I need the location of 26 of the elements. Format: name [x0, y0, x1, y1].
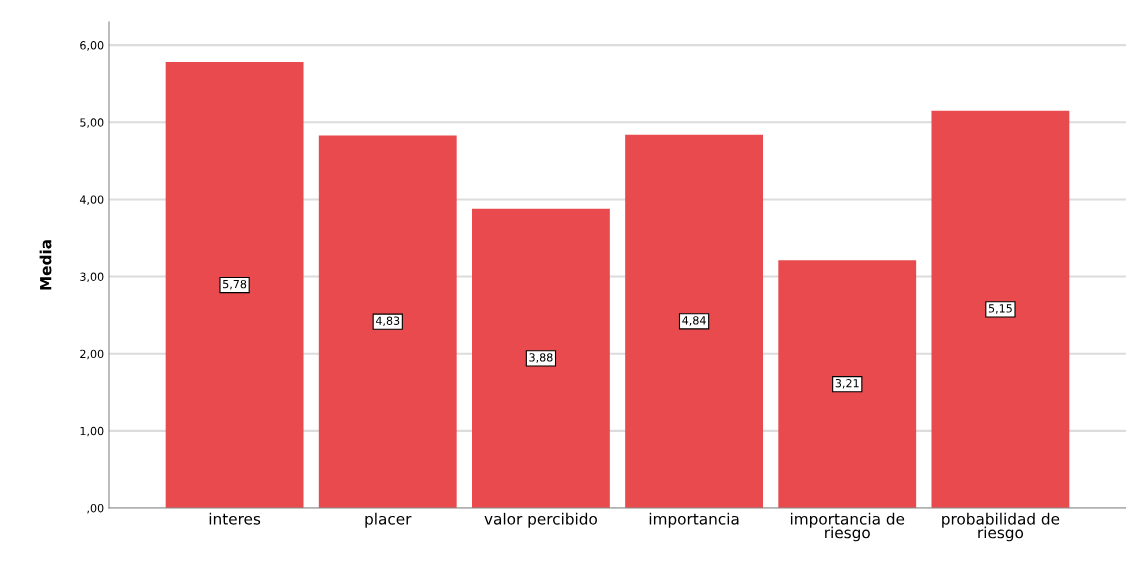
y-tick-label: 2,00: [80, 349, 104, 360]
data-label: 4,84: [682, 316, 706, 326]
y-axis-title: Media: [39, 240, 52, 290]
data-label: 5,15: [988, 304, 1012, 314]
data-label: 3,88: [529, 353, 553, 363]
y-tick-label: 3,00: [80, 272, 104, 283]
y-tick-label: 4,00: [79, 195, 104, 205]
x-tick-label: importancia: [649, 512, 739, 528]
x-tick-label: interes: [209, 512, 261, 525]
data-label: 5,78: [223, 279, 247, 290]
data-label: 4,83: [375, 316, 400, 327]
bar: [625, 134, 763, 508]
y-tick-label: ,00: [87, 503, 104, 514]
bar: [931, 110, 1070, 508]
data-label: 3,21: [835, 379, 859, 389]
y-tick-label: 1,00: [80, 426, 104, 437]
x-tick-label: importancia de riesgo: [790, 512, 905, 542]
bar: [778, 260, 917, 508]
x-tick-label: placer: [365, 512, 412, 528]
x-tick-label: probabilidad de riesgo: [942, 512, 1060, 542]
y-tick-label: 5,00: [80, 118, 104, 128]
bar: [165, 62, 304, 508]
y-tick-label: 6,00: [80, 41, 104, 51]
bar: [318, 135, 457, 508]
x-tick-label: valor percibido: [484, 512, 597, 528]
bar: [472, 208, 610, 508]
